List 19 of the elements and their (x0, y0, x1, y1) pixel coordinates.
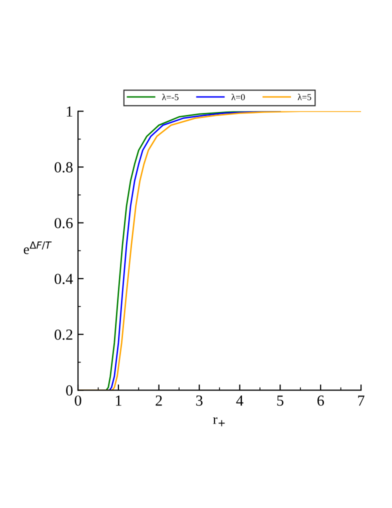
x-tick-label: 2 (156, 395, 162, 406)
x-tick-label: 7 (358, 396, 364, 406)
y-tick-label: 1 (66, 106, 72, 117)
y-tick-label: 0 (66, 385, 73, 396)
legend-label: λ=-5 (162, 94, 178, 100)
x-tick-label: 5 (277, 396, 284, 406)
y-tick-label: 0.2 (54, 330, 72, 340)
x-tick-label: 0 (74, 395, 82, 406)
x-tick-label: 4 (236, 396, 244, 406)
y-axis-title: e$^{ΔF/T}$ (24, 242, 52, 254)
x-axis-title: r$_{+}$ (213, 417, 225, 426)
y-tick-label: 0.8 (54, 162, 73, 173)
x-tick-label: 6 (317, 395, 324, 406)
y-tick-label: 0.6 (54, 218, 73, 228)
legend-label: λ=0 (231, 94, 245, 100)
y-tick-label: 0.4 (54, 274, 73, 284)
x-tick-label: 3 (196, 395, 203, 406)
x-tick-label: 1 (116, 396, 122, 406)
legend-label: λ=5 (298, 94, 312, 100)
